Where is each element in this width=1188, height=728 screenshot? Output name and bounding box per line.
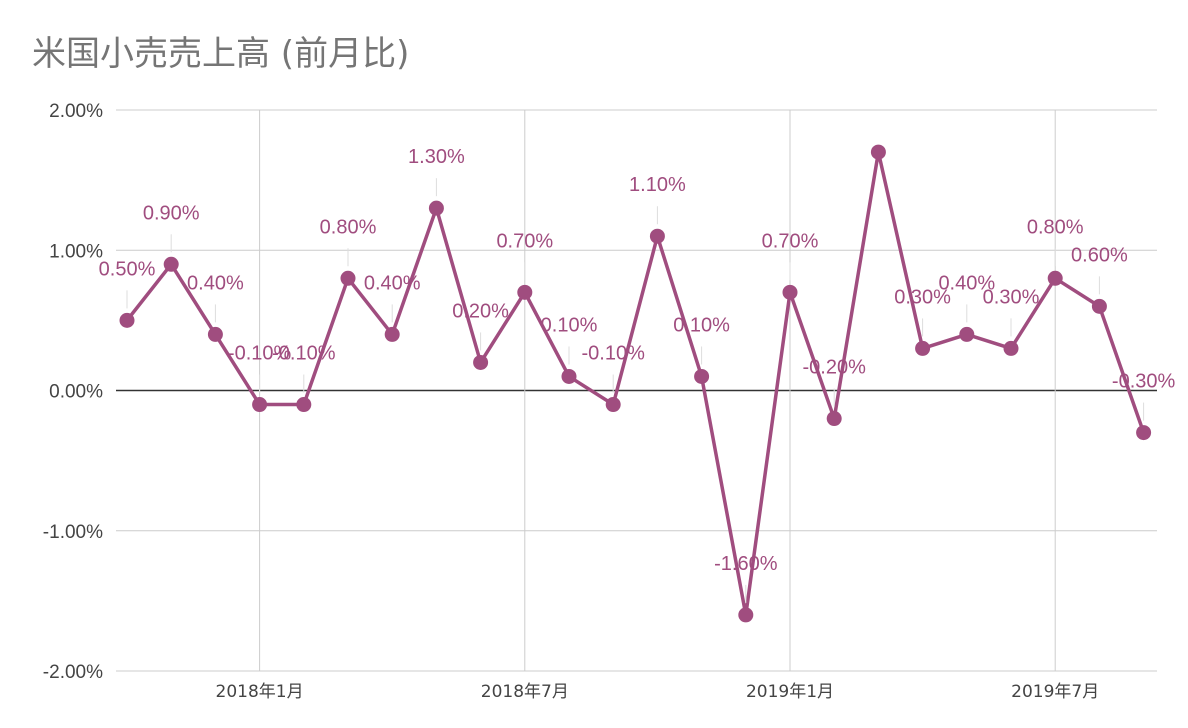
data-point [959,326,975,342]
chart-title: 米国小売売上高 (前月比) [32,34,410,74]
x-tick-label: 2019年1月 [746,682,834,702]
data-point [252,397,268,413]
series-line [125,150,1146,617]
data-point [473,354,489,370]
data-point [782,284,798,300]
x-tick-label: 2019年7月 [1011,682,1099,702]
data-point [561,368,577,384]
data-point [517,284,533,300]
data-point [1136,425,1152,441]
data-label: 1.30% [408,146,465,168]
data-point [163,256,179,272]
data-point [428,200,444,216]
data-label: 0.30% [894,286,951,308]
data-label: 0.60% [1071,244,1128,266]
data-label: 0.90% [143,202,200,224]
data-label: -0.20% [803,357,867,379]
data-label: 0.10% [541,314,598,336]
data-label: -1.60% [714,553,778,575]
y-tick-label: -2.00% [43,662,103,683]
data-point [915,340,931,356]
y-tick-label: 2.00% [49,101,103,122]
data-point [870,144,886,160]
data-label: 1.10% [629,174,686,196]
data-label: -0.10% [228,343,292,365]
data-point [296,397,312,413]
data-label: 0.70% [762,230,819,252]
data-label: -0.10% [272,343,336,365]
data-label: 0.80% [1027,216,1084,238]
data-point [119,312,135,328]
data-label: 0.40% [187,272,244,294]
data-label: 0.10% [673,314,730,336]
y-tick-label: -1.00% [43,522,103,543]
data-point [207,326,223,342]
data-label: 0.40% [938,272,995,294]
data-point [340,270,356,286]
data-point [1047,270,1063,286]
data-label: -0.10% [582,343,646,365]
data-point [826,411,842,427]
data-point [605,397,621,413]
data-label: 0.50% [99,258,156,280]
data-point [1091,298,1107,314]
data-point [1003,340,1019,356]
data-label: 0.80% [320,216,377,238]
y-tick-label: 1.00% [49,241,103,262]
data-label: -0.30% [1112,371,1176,393]
data-label: 0.70% [496,230,553,252]
data-point [738,607,754,623]
data-point [694,368,710,384]
data-point [649,228,665,244]
x-tick-label: 2018年1月 [216,682,304,702]
x-tick-label: 2018年7月 [481,682,569,702]
data-label: 0.30% [983,286,1040,308]
y-tick-label: 0.00% [49,382,103,403]
data-label: 0.20% [452,300,509,322]
data-label: 0.40% [364,272,421,294]
data-point [384,326,400,342]
